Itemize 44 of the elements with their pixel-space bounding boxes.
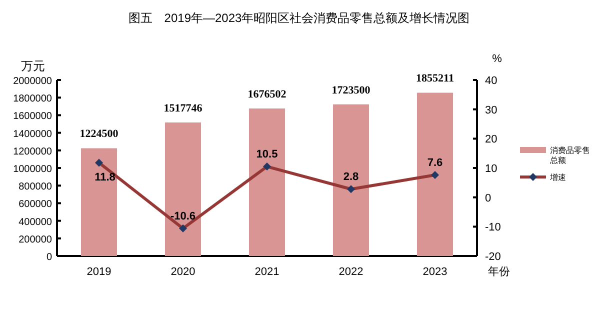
y-tick-label: 1400000 <box>13 128 52 140</box>
y-tick-label: 1200000 <box>13 146 52 158</box>
data-label: 1723500 <box>332 84 371 96</box>
bar <box>333 104 369 256</box>
x-tick-label: 2019 <box>86 266 112 278</box>
y-tick-label: 400000 <box>18 216 52 228</box>
data-label: 2.8 <box>343 171 359 184</box>
x-tick-label: 2021 <box>254 266 280 278</box>
data-label: 10.5 <box>256 148 278 161</box>
bar <box>249 108 285 256</box>
x-tick-label: 2020 <box>170 266 196 278</box>
data-label: -10.6 <box>170 210 196 222</box>
bar <box>81 148 117 256</box>
y2-axis-title: % <box>492 53 502 65</box>
data-label: 1855211 <box>416 72 454 85</box>
chart-title: 图五 2019年—2023年昭阳区社会消费品零售总额及增长情况图 <box>128 11 470 25</box>
y2-tick-label: 10 <box>485 163 498 175</box>
y2-tick-label: 40 <box>485 75 498 87</box>
y-tick-label: 200000 <box>18 234 52 246</box>
y-tick-label: 1600000 <box>13 111 52 122</box>
data-label: 7.6 <box>427 157 443 170</box>
y2-tick-label: 20 <box>485 134 498 146</box>
y-tick-label: 1000000 <box>13 164 52 175</box>
y2-tick-label: -20 <box>485 251 501 263</box>
y2-tick-label: 0 <box>485 192 492 204</box>
legend-label: 增速 <box>549 173 566 182</box>
y-tick-label: 600000 <box>18 199 52 210</box>
legend-label: 消费品零售总额 <box>549 146 590 165</box>
x-axis-title: 年份 <box>488 266 510 278</box>
data-label: 1517746 <box>164 102 203 114</box>
y-axis-title: 万元 <box>21 59 45 73</box>
y2-tick-label: -10 <box>485 222 501 234</box>
data-label: 1224500 <box>80 128 119 140</box>
x-tick-label: 2023 <box>422 266 448 278</box>
data-label: 1676502 <box>248 88 287 100</box>
y-tick-label: 2000000 <box>13 76 52 87</box>
y-tick-label: 0 <box>46 252 52 263</box>
bar <box>165 122 201 256</box>
bar <box>417 92 453 256</box>
y2-tick-label: 30 <box>485 104 498 116</box>
y-tick-label: 800000 <box>18 182 52 193</box>
data-label: 11.8 <box>94 172 116 184</box>
x-tick-label: 2022 <box>338 266 364 278</box>
y-tick-label: 1800000 <box>13 94 52 105</box>
